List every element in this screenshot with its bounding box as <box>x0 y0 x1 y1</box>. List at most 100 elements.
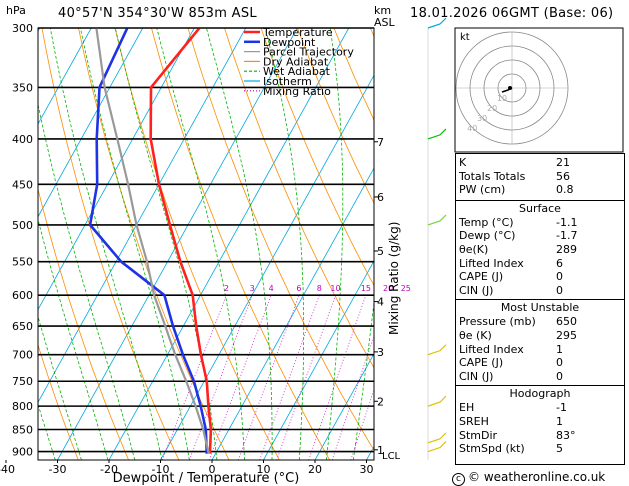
pressure-tick-label: 300 <box>12 22 33 35</box>
panel-row: Totals Totals 56 <box>456 170 624 184</box>
panel-row: θe (K) 295 <box>456 329 624 343</box>
panel-row-value: 0 <box>556 283 563 297</box>
mixing-ratio-line <box>276 295 336 460</box>
datetime-header: 18.01.2026 06GMT (Base: 06) <box>410 6 614 21</box>
dry-adiabat-line <box>297 28 374 204</box>
profile-dewpoint-line <box>88 28 209 454</box>
height-tick-label: 2 <box>377 395 384 408</box>
panel-row-value: 1 <box>556 414 563 428</box>
mixing-ratio-axis-label: Mixing Ratio (g/kg) <box>387 222 401 335</box>
hodograph-frame <box>454 27 624 153</box>
panel-row-label: Totals Totals <box>459 169 526 183</box>
legend-label: Parcel Trajectory <box>263 46 354 59</box>
panel-row-value: 0 <box>556 356 563 370</box>
wet-adiabat-line <box>352 299 374 460</box>
x-tick-label: -20 <box>100 463 118 476</box>
wet-adiabat-line <box>326 28 344 460</box>
wind-barb <box>427 214 447 226</box>
x-tick-label: 30 <box>360 463 374 476</box>
panel-row-value: 56 <box>556 169 570 183</box>
x-tick-label: -10 <box>152 463 170 476</box>
copyright: c © weatheronline.co.uk <box>452 470 605 486</box>
legend-label: Wet Adiabat <box>263 65 331 78</box>
x-tick-label: 10 <box>257 463 271 476</box>
wind-barbs <box>427 17 447 460</box>
panel-row-label: Temp (°C) <box>459 215 514 229</box>
copyright-icon: c <box>452 473 465 486</box>
legend-label: Mixing Ratio <box>263 85 331 98</box>
panel-row: PW (cm) 0.8 <box>456 183 624 197</box>
height-tick-label: 6 <box>377 191 384 204</box>
panel-row-label: SREH <box>459 414 489 428</box>
mixing-ratio-line <box>208 295 272 460</box>
wind-barb <box>427 432 447 444</box>
pressure-tick-label: 400 <box>12 133 33 146</box>
most-unstable-group: Pressure (mb) 650 θe (K) 295 Lifted Index 1 CA… <box>456 315 624 385</box>
pressure-tick-label: 550 <box>12 256 33 269</box>
panel-row-value: -1.1 <box>556 215 578 229</box>
panel-row: K 21 <box>456 156 624 170</box>
panel-row: SREH 1 <box>456 415 624 429</box>
isotherm-line <box>160 74 374 460</box>
wet-adiabat-line <box>38 217 109 460</box>
pressure-tick-label: 450 <box>12 178 33 191</box>
isotherm-line <box>38 28 247 404</box>
plot-frame <box>37 27 375 461</box>
dry-adiabat-line <box>114 28 280 460</box>
mixing-ratio-label: 8 <box>317 284 322 293</box>
mixing-ratio-label: 20 <box>383 284 393 293</box>
dry-adiabat-line <box>38 343 79 460</box>
wind-barb <box>427 344 447 356</box>
hodograph-title: Hodograph <box>456 385 624 401</box>
panel-row-value: 650 <box>556 315 577 329</box>
isotherm-line <box>38 28 144 218</box>
mixing-ratio-label: 4 <box>269 284 274 293</box>
panel-row-label: StmDir <box>459 428 498 442</box>
panel-row: StmDir 83° <box>456 429 624 443</box>
panel-row-value: 0 <box>556 270 563 284</box>
panel-row: Pressure (mb) 650 <box>456 315 624 329</box>
panel-row-label: K <box>459 156 467 169</box>
panel-row-value: -1 <box>556 401 567 415</box>
isotherm-line <box>57 28 298 460</box>
panel-row-value: -1.7 <box>556 229 578 243</box>
panel-row: CAPE (J) 0 <box>456 356 624 370</box>
pressure-tick-label: 650 <box>12 320 33 333</box>
mixing-ratio-line <box>259 295 320 460</box>
wind-barb <box>427 17 447 29</box>
panel-row: CIN (J) 0 <box>456 284 624 298</box>
mixing-ratio-label: 2 <box>224 284 229 293</box>
location-header: 40°57'N 354°30'W 853m ASL <box>58 6 257 21</box>
hodograph-ring-label: 30 <box>477 114 487 123</box>
storm-motion-marker <box>508 86 512 90</box>
height-tick-label: 3 <box>377 346 384 359</box>
dry-adiabat-line <box>224 28 374 369</box>
isotherm-line <box>108 28 350 460</box>
panel-row-label: CAPE (J) <box>459 270 504 284</box>
indices-group: K 21 Totals Totals 56 PW (cm) 0.8 <box>456 154 624 200</box>
wet-adiabat-line <box>80 28 190 460</box>
isotherm-line <box>314 352 374 460</box>
height-tick-label: 5 <box>377 245 384 258</box>
pressure-tick-label: 850 <box>12 423 33 436</box>
mixing-ratio-label: 3 <box>250 284 255 293</box>
dry-adiabat-line <box>151 28 331 460</box>
isotherm-line <box>38 28 195 311</box>
panel-row: EH -1 <box>456 401 624 415</box>
mixing-ratio-label: 10 <box>330 284 340 293</box>
panel-row-label: Dewp (°C) <box>459 229 516 243</box>
pressure-tick-label: 350 <box>12 81 33 94</box>
x-tick-label: -30 <box>49 463 67 476</box>
wet-adiabat-line <box>38 102 136 460</box>
panel-row-value: 0.8 <box>556 183 574 197</box>
dry-adiabat-line <box>187 28 374 451</box>
indices-panel: K 21 Totals Totals 56 PW (cm) 0.8 Surface Tem… <box>455 153 625 465</box>
mixing-ratio-label: 25 <box>401 284 411 293</box>
panel-row-label: θe(K) <box>459 242 489 256</box>
dry-adiabat-line <box>38 187 129 460</box>
hodograph-ring-label: 20 <box>487 104 497 113</box>
panel-row: Lifted Index 1 <box>456 343 624 357</box>
hodograph-group: EH -1 SREH 1 StmDir 83° StmSpd (kt) 5 <box>456 401 624 457</box>
pressure-unit-label: hPa <box>6 4 26 17</box>
